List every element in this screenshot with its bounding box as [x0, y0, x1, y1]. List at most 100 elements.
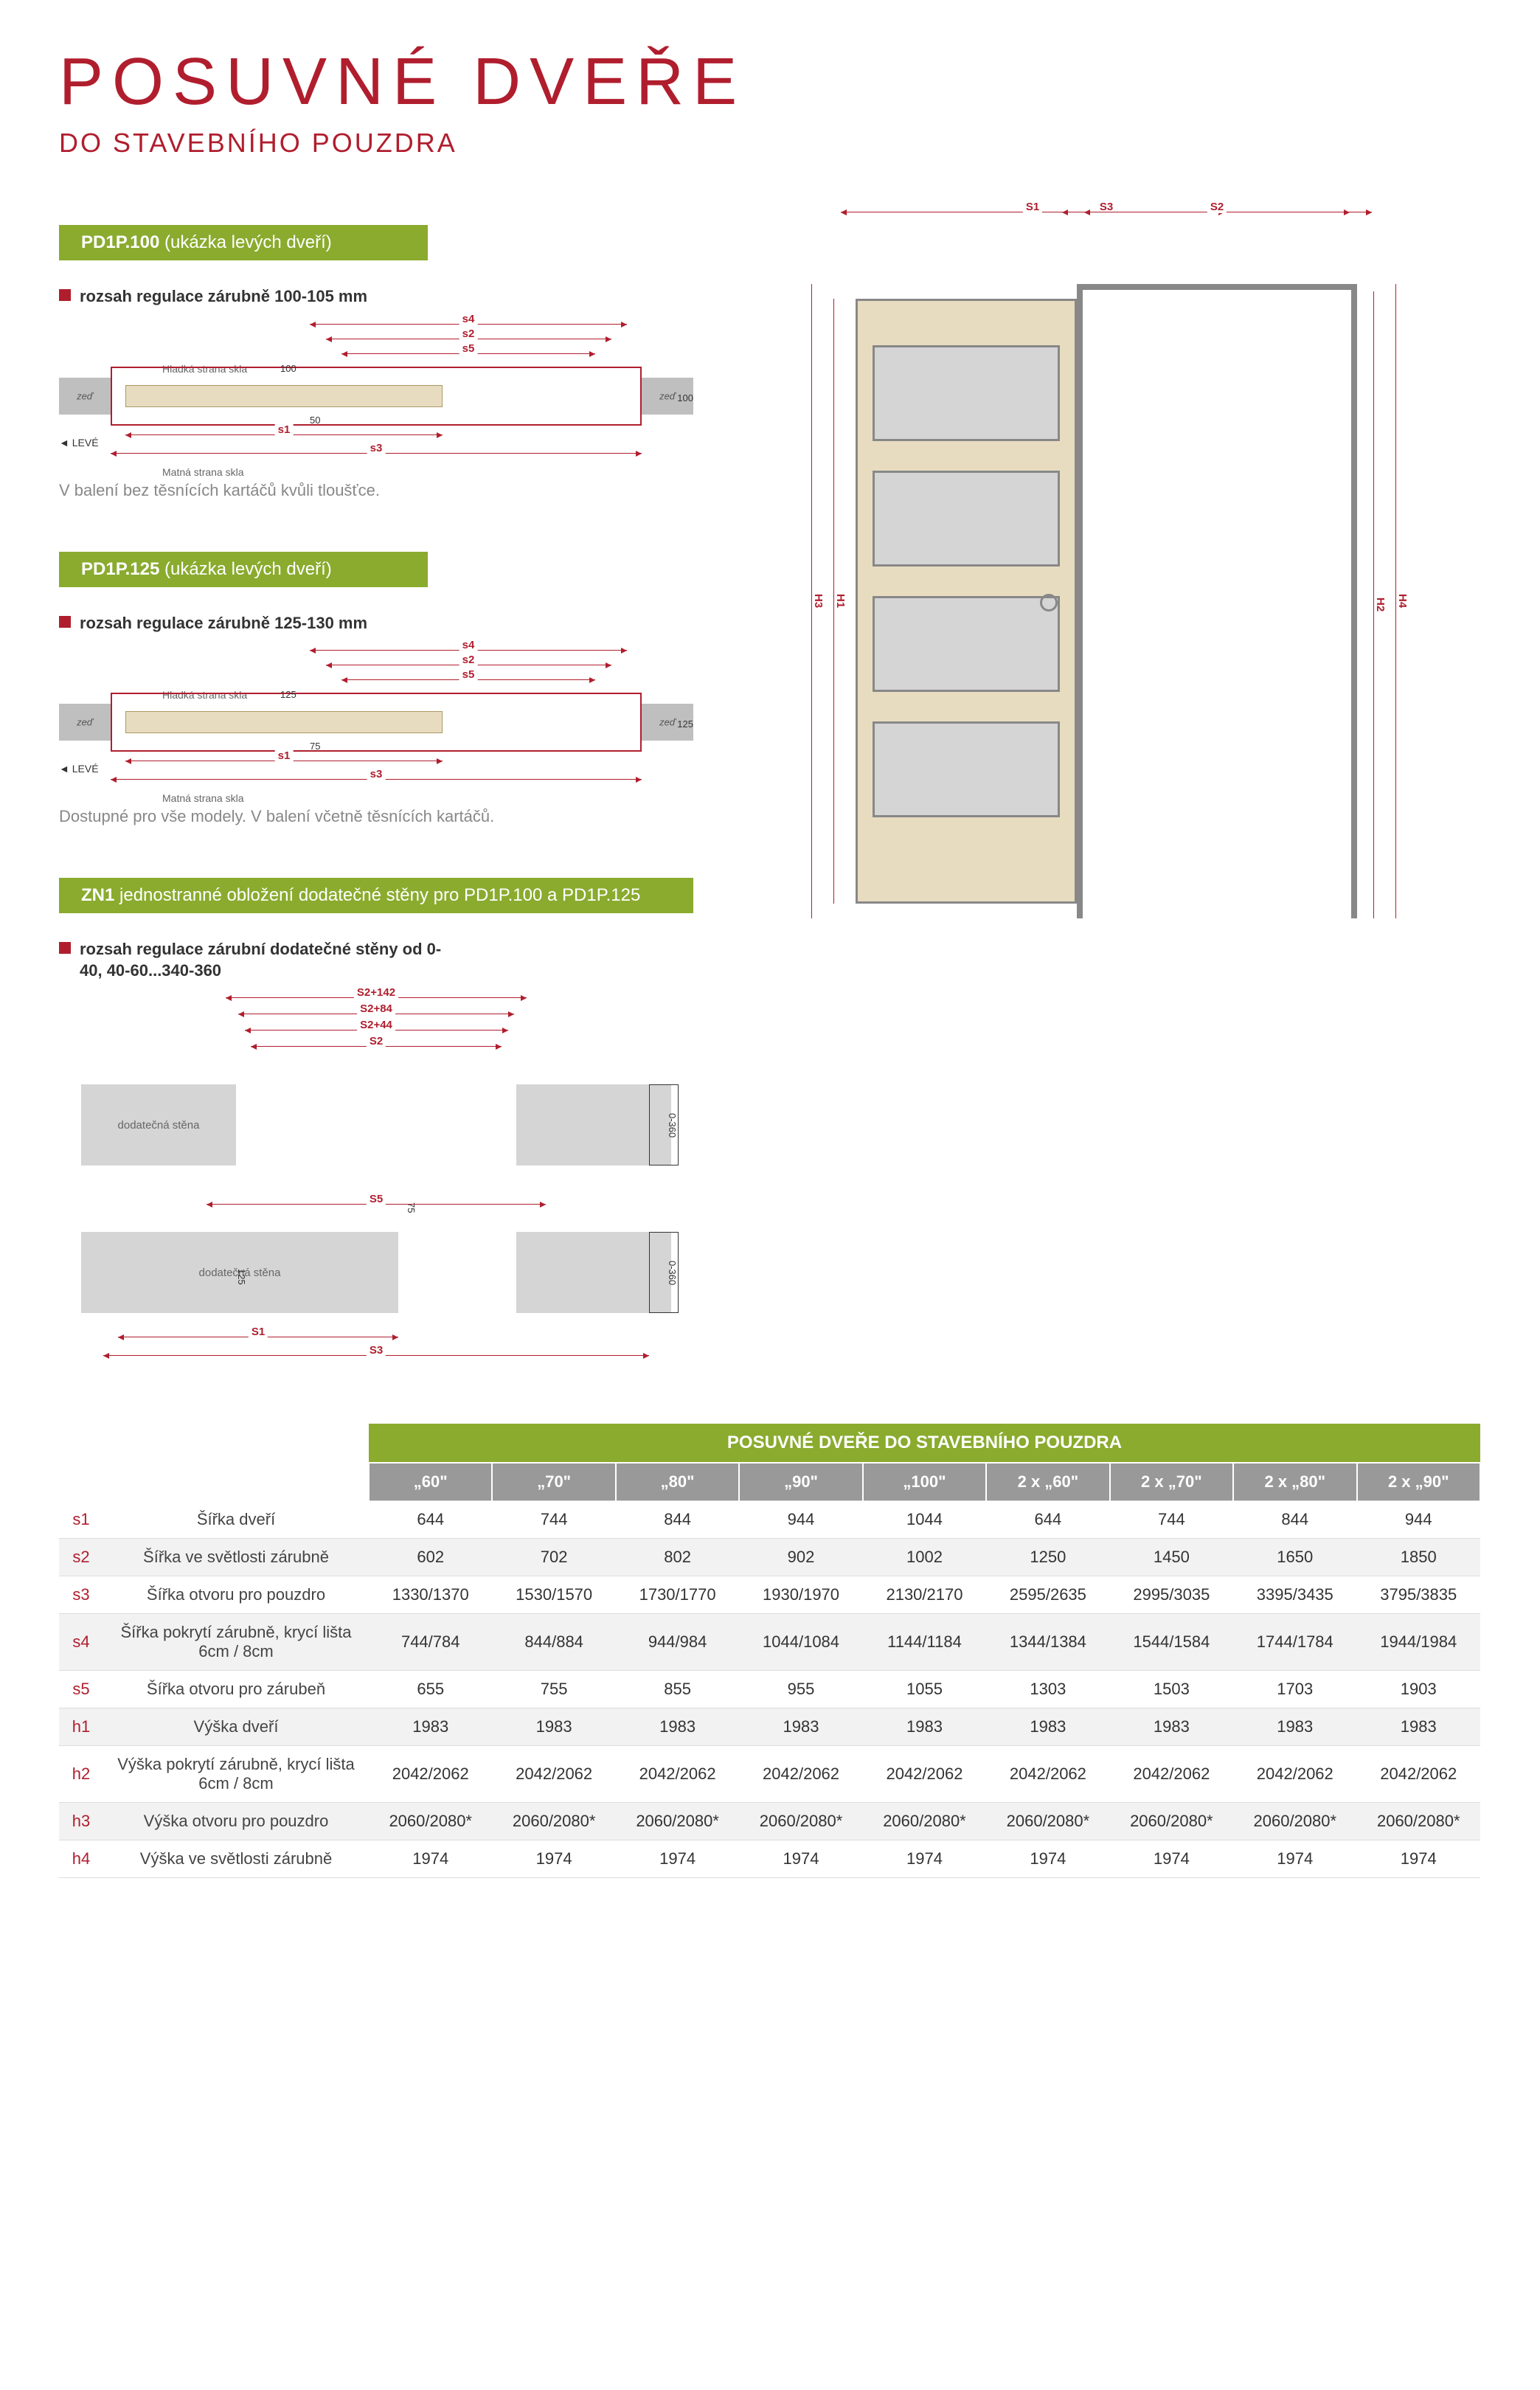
table-cell: 3395/3435 — [1233, 1576, 1356, 1614]
zn-vbar-2: 0-360 — [649, 1232, 679, 1313]
table-cell: 2042/2062 — [369, 1746, 492, 1803]
door-handle-icon — [1040, 594, 1058, 612]
table-cell: 2042/2062 — [616, 1746, 739, 1803]
table-cell: 1983 — [616, 1708, 739, 1746]
table-cell: 902 — [739, 1539, 862, 1576]
page-title: POSUVNÉ DVEŘE — [59, 44, 1481, 120]
note-bot: Matná strana skla — [162, 792, 244, 804]
footnote-pd125: Dostupné pro vše modely. V balení včetně… — [59, 807, 723, 826]
wall-left — [59, 704, 111, 741]
table-cell: 2060/2080* — [492, 1803, 615, 1840]
table-cell: 655 — [369, 1671, 492, 1708]
table-cell: 1344/1384 — [986, 1614, 1109, 1671]
table-cell: 2042/2062 — [1110, 1746, 1233, 1803]
dim-s3: s3 — [367, 442, 386, 454]
dim-H3: H3 — [811, 284, 825, 918]
table-cell: 1544/1584 — [1110, 1614, 1233, 1671]
table-row: s2Šířka ve světlosti zárubně602702802902… — [59, 1539, 1480, 1576]
table-cell: 1002 — [863, 1539, 986, 1576]
table-cell: 1303 — [986, 1671, 1109, 1708]
table-row: h1Výška dveří198319831983198319831983198… — [59, 1708, 1480, 1746]
bullet-text: rozsah regulace zárubně 100-105 mm — [80, 286, 367, 308]
table-cell: 802 — [616, 1539, 739, 1576]
dim-s3: s3 — [367, 768, 386, 780]
bullet-pd100: rozsah regulace zárubně 100-105 mm — [59, 286, 723, 308]
table-cell: 2995/3035 — [1110, 1576, 1233, 1614]
table-cell: 1250 — [986, 1539, 1109, 1576]
table-cell: 1503 — [1110, 1671, 1233, 1708]
diagram-pd125: Hladká strana skla s4 s2 s5 s1 s3 125 75… — [59, 648, 693, 796]
row-label: Výška dveří — [103, 1708, 369, 1746]
row-code: s2 — [59, 1539, 103, 1576]
table-cell: 702 — [492, 1539, 615, 1576]
table-title: POSUVNÉ DVEŘE DO STAVEBNÍHO POUZDRA — [369, 1424, 1480, 1463]
table-cell: 1974 — [1233, 1840, 1356, 1878]
table-col-header: 2 x „90" — [1357, 1463, 1481, 1501]
header-light: (ukázka levých dveří) — [159, 559, 331, 579]
table-cell: 744 — [1110, 1501, 1233, 1539]
dim-s2: s2 — [459, 328, 478, 340]
table-cell: 1974 — [492, 1840, 615, 1878]
red-square-icon — [59, 616, 71, 628]
dim-H4: H4 — [1395, 284, 1409, 918]
table-cell: 1930/1970 — [739, 1576, 862, 1614]
glass-panel — [873, 596, 1060, 692]
table-cell: 855 — [616, 1671, 739, 1708]
table-cell: 644 — [986, 1501, 1109, 1539]
dimensions-table: POSUVNÉ DVEŘE DO STAVEBNÍHO POUZDRA „60"… — [59, 1424, 1481, 1878]
bullet-zn1: rozsah regulace zárubní dodatečné stěny … — [59, 939, 723, 981]
row-label: Šířka dveří — [103, 1501, 369, 1539]
wall-left — [59, 378, 111, 415]
table-col-header: „100" — [863, 1463, 986, 1501]
table-cell: 744 — [492, 1501, 615, 1539]
row-code: s1 — [59, 1501, 103, 1539]
table-cell: 2060/2080* — [739, 1803, 862, 1840]
table-col-header: 2 x „70" — [1110, 1463, 1233, 1501]
dim-S2: S2 — [1207, 201, 1227, 213]
table-cell: 2060/2080* — [1233, 1803, 1356, 1840]
dim-125: 125 — [236, 1269, 247, 1285]
dim-s2-142: S2+142 — [354, 986, 398, 999]
header-bold: ZN1 — [81, 885, 114, 905]
dim-50: 50 — [310, 415, 320, 426]
dim-s1: s1 — [275, 423, 294, 436]
row-code: s4 — [59, 1614, 103, 1671]
table-cell: 1974 — [616, 1840, 739, 1878]
table-cell: 1974 — [1110, 1840, 1233, 1878]
table-row: s3Šířka otvoru pro pouzdro1330/13701530/… — [59, 1576, 1480, 1614]
table-cell: 1330/1370 — [369, 1576, 492, 1614]
row-label: Šířka otvoru pro pouzdro — [103, 1576, 369, 1614]
zn-vbar-1: 0-360 — [649, 1084, 679, 1165]
dim-s4: s4 — [459, 639, 478, 651]
table-row: h3Výška otvoru pro pouzdro2060/2080*2060… — [59, 1803, 1480, 1840]
dim-75: 75 — [310, 741, 320, 752]
table-cell: 2042/2062 — [863, 1746, 986, 1803]
dim-s3-z: S3 — [367, 1344, 386, 1357]
table-col-header: „70" — [492, 1463, 615, 1501]
table-cell: 944/984 — [616, 1614, 739, 1671]
table-cell: 644 — [369, 1501, 492, 1539]
dim-s5: s5 — [459, 342, 478, 355]
row-code: h4 — [59, 1840, 103, 1878]
table-cell: 1983 — [863, 1708, 986, 1746]
header-light: jednostranné obložení dodatečné stěny pr… — [114, 885, 640, 905]
door-frame — [1077, 284, 1357, 918]
table-cell: 1983 — [1110, 1708, 1233, 1746]
table-cell: 2060/2080* — [369, 1803, 492, 1840]
dim-s1-z: S1 — [249, 1326, 268, 1338]
table-col-header: 2 x „60" — [986, 1463, 1109, 1501]
table-cell: 1974 — [739, 1840, 862, 1878]
table-cell: 1450 — [1110, 1539, 1233, 1576]
table-cell: 844 — [1233, 1501, 1356, 1539]
content-row: PD1P.100 (ukázka levých dveří) rozsah re… — [59, 195, 1481, 1379]
dim-s4: s4 — [459, 313, 478, 325]
table-cell: 1983 — [1357, 1708, 1481, 1746]
table-cell: 755 — [492, 1671, 615, 1708]
row-label: Šířka otvoru pro zárubeň — [103, 1671, 369, 1708]
row-label: Výška pokrytí zárubně, krycí lišta 6cm /… — [103, 1746, 369, 1803]
dim-s5-z: S5 — [367, 1193, 386, 1205]
door-leaf — [125, 385, 443, 407]
bullet-text: rozsah regulace zárubní dodatečné stěny … — [80, 939, 448, 981]
table-row: s4Šířka pokrytí zárubně, krycí lišta 6cm… — [59, 1614, 1480, 1671]
section-header-zn1: ZN1 jednostranné obložení dodatečné stěn… — [59, 878, 693, 913]
